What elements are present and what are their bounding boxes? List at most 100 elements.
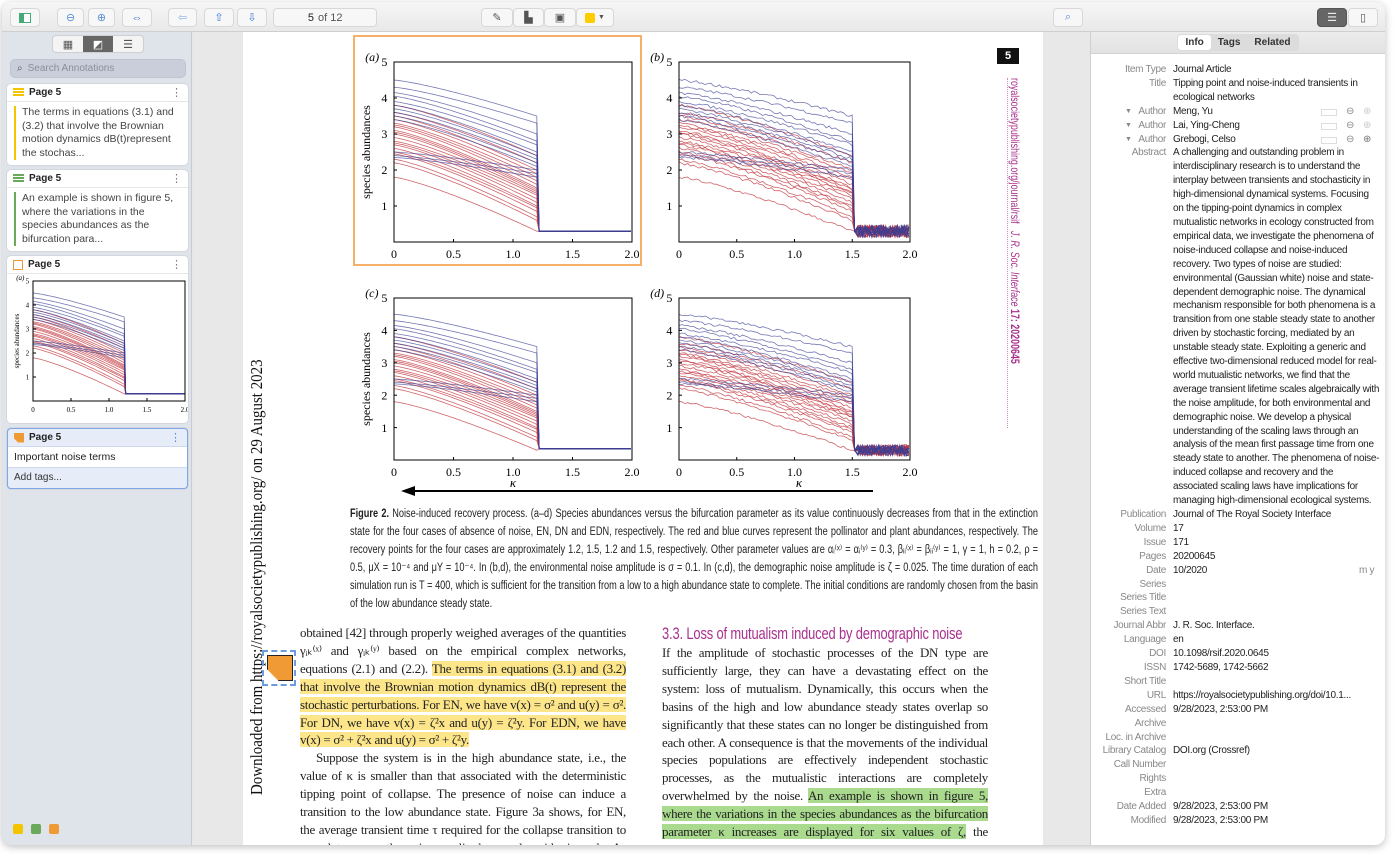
add-tags-field[interactable]: Add tags... xyxy=(8,467,187,488)
notes-pane-toggle[interactable]: ▯ xyxy=(1348,8,1378,27)
add-author-icon[interactable]: ⊕ xyxy=(1363,105,1372,117)
fit-width-button[interactable]: ⇔ xyxy=(122,8,152,27)
zoom-out-button[interactable]: ⊖ xyxy=(57,8,84,27)
item-info-pane: Info Tags Related Item Type Journal Artic… xyxy=(1090,32,1385,845)
tab-related[interactable]: Related xyxy=(1254,37,1291,48)
thumbnails-tab[interactable]: ▦ xyxy=(53,36,83,52)
highlight-tool-button[interactable]: ✎ xyxy=(481,8,513,27)
field-label: Author xyxy=(1138,105,1166,117)
note-annotation-selection[interactable] xyxy=(262,650,296,686)
field-label: DOI xyxy=(1149,648,1166,660)
pdf-viewer[interactable]: 0 0.5 1.0 1.5 2.0 1 2 3 4 5 species abundances (a) 0… xyxy=(193,32,1090,845)
name-format-toggle[interactable] xyxy=(1321,122,1337,130)
area-tool-button[interactable]: ▣ xyxy=(544,8,576,27)
field-value[interactable] xyxy=(1173,772,1380,786)
field-value[interactable]: Grebogi, Celso xyxy=(1173,133,1236,145)
annotation-card[interactable]: Page 5 ⋮ The terms in equations (3.1) an… xyxy=(7,84,188,165)
data-curve xyxy=(678,114,910,239)
field-value[interactable] xyxy=(1173,717,1380,731)
item-pane-toggle[interactable]: ☰ xyxy=(1317,8,1347,27)
tab-info[interactable]: Info xyxy=(1178,35,1211,50)
annotation-card[interactable]: Page 5 ⋮ An example is shown in figure 5… xyxy=(7,170,188,251)
more-options-icon[interactable]: ⋮ xyxy=(171,87,182,99)
note-tool-button[interactable]: ▙ xyxy=(513,8,544,27)
more-options-icon[interactable]: ⋮ xyxy=(170,432,181,444)
field-value[interactable] xyxy=(1173,578,1380,592)
field-value[interactable]: 171 xyxy=(1173,536,1189,548)
find-button[interactable]: ⌕ xyxy=(1053,8,1083,27)
note-annotation-icon[interactable] xyxy=(267,655,293,681)
field-value[interactable]: DOI.org (Crossref) xyxy=(1173,745,1250,757)
zoom-in-button[interactable]: ⊕ xyxy=(88,8,115,27)
field-value[interactable]: 20200645 xyxy=(1173,550,1216,562)
toggle-sidebar-button[interactable] xyxy=(10,8,40,27)
field-value[interactable] xyxy=(1173,786,1380,800)
info-row: Accessed 9/28/2023, 2:53:00 PM xyxy=(1091,703,1385,717)
y-tick-label: 2 xyxy=(381,388,387,402)
annotation-card-note-selected[interactable]: Page 5 ⋮ Important noise terms Add tags.… xyxy=(7,428,188,489)
data-curve xyxy=(678,156,910,236)
remove-author-icon[interactable]: ⊖ xyxy=(1346,105,1355,117)
field-value[interactable]: J. R. Soc. Interface. xyxy=(1173,620,1255,632)
field-value[interactable]: en xyxy=(1173,634,1184,646)
field-label: Library Catalog xyxy=(1102,745,1167,757)
field-value[interactable]: 10.1098/rsif.2020.0645 xyxy=(1173,648,1269,660)
field-value[interactable]: 17 xyxy=(1173,522,1184,534)
color-picker-button[interactable]: ▼ xyxy=(576,8,614,27)
add-author-icon[interactable]: ⊕ xyxy=(1363,133,1372,145)
field-value[interactable] xyxy=(1173,731,1380,745)
field-value[interactable] xyxy=(1173,605,1380,619)
info-tabs: Info Tags Related xyxy=(1177,34,1299,51)
outline-tab[interactable]: ☰ xyxy=(113,36,143,52)
expand-triangle-icon[interactable]: ▼ xyxy=(1125,121,1132,129)
field-value[interactable]: 9/28/2023, 2:53:00 PM xyxy=(1173,703,1268,715)
field-value[interactable]: Tipping point and noise-induced transien… xyxy=(1173,77,1358,103)
annotation-comment[interactable]: Important noise terms xyxy=(8,447,187,467)
y-tick-label: 4 xyxy=(26,301,30,309)
remove-author-icon[interactable]: ⊖ xyxy=(1346,133,1355,145)
expand-triangle-icon[interactable]: ▼ xyxy=(1125,107,1132,115)
field-value[interactable]: A challenging and outstanding problem in… xyxy=(1173,147,1380,507)
field-label: Volume xyxy=(1134,522,1166,534)
field-value[interactable]: 9/28/2023, 2:53:00 PM xyxy=(1173,814,1268,826)
field-value[interactable]: Meng, Yu xyxy=(1173,105,1213,117)
expand-triangle-icon[interactable]: ▼ xyxy=(1125,135,1132,143)
green-highlight[interactable]: An example is shown in figure 5, where t… xyxy=(662,788,989,840)
field-label: Rights xyxy=(1139,773,1166,785)
field-value[interactable]: 9/28/2023, 2:53:00 PM xyxy=(1173,801,1268,813)
field-value[interactable]: Journal of The Royal Society Interface xyxy=(1173,509,1331,520)
data-curve xyxy=(393,383,631,450)
filter-yellow[interactable] xyxy=(13,824,23,834)
search-annotations-input[interactable]: ⌕ Search Annotations xyxy=(10,59,186,78)
field-value[interactable]: Journal Article xyxy=(1173,64,1232,75)
journal-margin: royalsocietypublishing.org/journal/rsif … xyxy=(1008,78,1022,364)
annotations-tab[interactable]: ◩ xyxy=(83,36,113,52)
filter-orange[interactable] xyxy=(49,824,59,834)
field-value[interactable]: https://royalsocietypublishing.org/doi/1… xyxy=(1173,689,1351,701)
y-tick-label: 3 xyxy=(381,127,387,141)
field-value[interactable] xyxy=(1173,758,1380,772)
page-number-field[interactable]: 5 of 12 xyxy=(273,8,377,27)
annotation-card-image[interactable]: Page 5 ⋮ 0 0.5 1.0 1.5 2.0 1 2 3 4 5 species abund… xyxy=(7,256,188,423)
remove-author-icon[interactable]: ⊖ xyxy=(1346,119,1355,131)
add-author-icon[interactable]: ⊕ xyxy=(1363,119,1372,131)
more-options-icon[interactable]: ⋮ xyxy=(171,173,182,185)
x-tick-label: 1.0 xyxy=(506,247,521,261)
back-button[interactable]: ⇦ xyxy=(168,8,197,27)
field-value[interactable]: 10/2020 xyxy=(1173,564,1208,576)
name-format-toggle[interactable] xyxy=(1321,108,1337,116)
page-input[interactable]: 5 xyxy=(307,11,314,24)
filter-green[interactable] xyxy=(31,824,41,834)
field-value[interactable] xyxy=(1173,675,1380,689)
name-format-toggle[interactable] xyxy=(1321,136,1337,144)
field-value[interactable]: 1742-5689, 1742-5662 xyxy=(1173,661,1269,673)
field-value[interactable] xyxy=(1173,591,1380,605)
arrow-up-icon: ⇧ xyxy=(214,12,224,24)
more-options-icon[interactable]: ⋮ xyxy=(171,259,182,271)
previous-page-button[interactable]: ⇧ xyxy=(204,8,234,27)
next-page-button[interactable]: ⇩ xyxy=(237,8,267,27)
image-annotation-selection[interactable] xyxy=(353,35,642,266)
field-label: Extra xyxy=(1144,787,1166,799)
tab-tags[interactable]: Tags xyxy=(1217,37,1241,48)
field-value[interactable]: Lai, Ying-Cheng xyxy=(1173,119,1240,131)
